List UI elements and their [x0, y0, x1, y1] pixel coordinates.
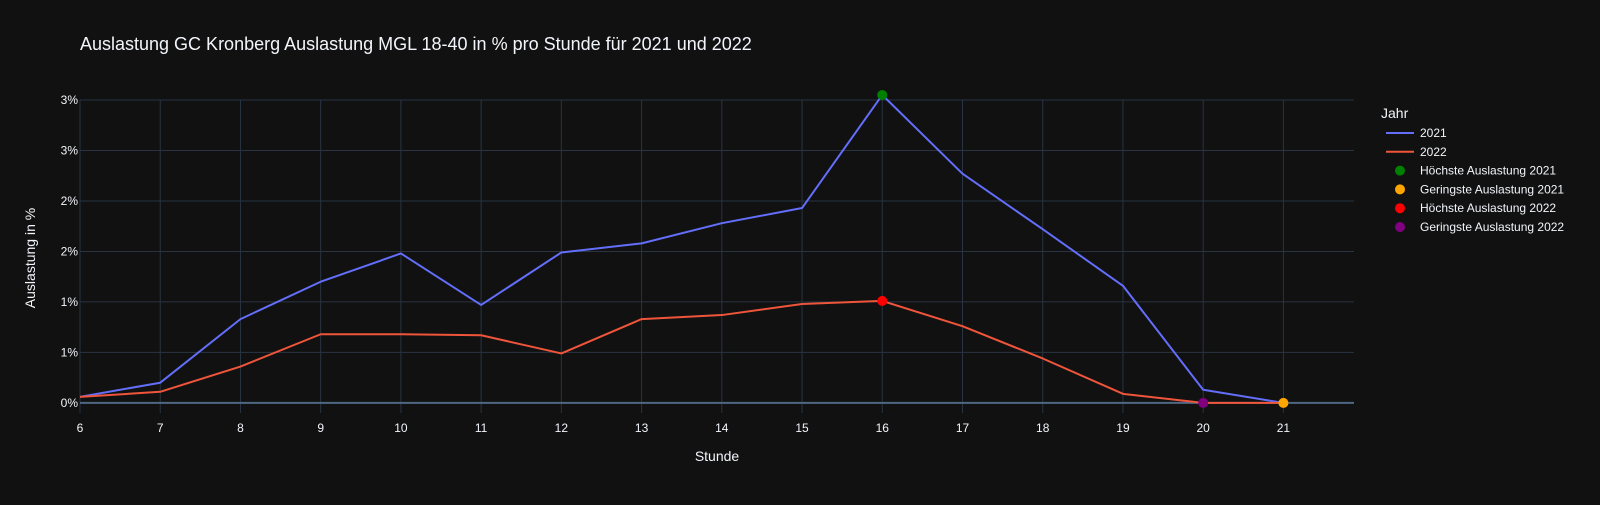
x-tick-label-15: 15	[795, 421, 809, 435]
legend-label-2021: 2021	[1420, 126, 1447, 140]
legend: Jahr 2021 2022 Höchste Auslastung 2021 Geri…	[1381, 105, 1564, 234]
y-tick-label-5: 3%	[61, 143, 79, 157]
x-tick-label-12: 12	[555, 421, 569, 435]
legend-swatch-marker-2	[1395, 203, 1405, 214]
x-axis-label: Stunde	[695, 448, 740, 464]
chart-title: Auslastung GC Kronberg Auslastung MGL 18…	[80, 34, 752, 54]
x-tick-label-21: 21	[1277, 421, 1291, 435]
legend-label-marker-1: Geringste Auslastung 2021	[1420, 182, 1564, 196]
x-tick-label-20: 20	[1196, 421, 1210, 435]
marker-point-2	[877, 295, 888, 306]
legend-label-marker-2: Höchste Auslastung 2022	[1420, 201, 1556, 215]
x-tick-label-14: 14	[715, 421, 729, 435]
legend-swatch-marker-0	[1395, 165, 1405, 176]
x-tick-label-16: 16	[876, 421, 890, 435]
series-line-2021	[79, 93, 1284, 404]
legend-label-marker-0: Höchste Auslastung 2021	[1420, 164, 1556, 178]
marker-layer	[877, 89, 1289, 408]
legend-label-2022: 2022	[1420, 145, 1447, 159]
marker-point-3	[1198, 397, 1209, 408]
x-tick-label-17: 17	[956, 421, 970, 435]
legend-label-marker-3: Geringste Auslastung 2022	[1420, 220, 1564, 234]
x-tick-label-9: 9	[317, 421, 324, 435]
x-tick-label-6: 6	[77, 421, 84, 435]
y-tick-label-0: 0%	[61, 396, 79, 410]
x-tick-label-13: 13	[635, 421, 649, 435]
legend-swatch-marker-3	[1395, 222, 1405, 232]
series-layer	[79, 93, 1284, 404]
grid-layer	[79, 99, 1354, 413]
y-tick-label-6: 3%	[61, 93, 79, 107]
x-tick-label-19: 19	[1116, 421, 1130, 435]
x-tick-label-8: 8	[237, 421, 244, 435]
y-tick-label-2: 1%	[61, 295, 79, 309]
x-tick-label-10: 10	[394, 421, 408, 435]
series-line-2022	[79, 299, 1284, 404]
x-tick-label-18: 18	[1036, 421, 1050, 435]
legend-title: Jahr	[1381, 105, 1409, 121]
y-tick-label-3: 2%	[61, 244, 79, 258]
y-axis-label: Auslastung in %	[22, 208, 38, 308]
marker-point-0	[877, 89, 888, 100]
axis-layer: 6 7 8 9 10 11 12 13 14 15 16 17 18 19 20 21 0% 1% 1% 2% 2% 3%…	[61, 93, 1291, 435]
legend-swatch-marker-1	[1395, 184, 1405, 195]
y-tick-label-1: 1%	[61, 345, 79, 359]
y-tick-label-4: 2%	[61, 194, 79, 208]
x-tick-label-11: 11	[475, 421, 488, 435]
marker-point-1	[1278, 397, 1289, 408]
x-tick-label-7: 7	[157, 421, 164, 435]
